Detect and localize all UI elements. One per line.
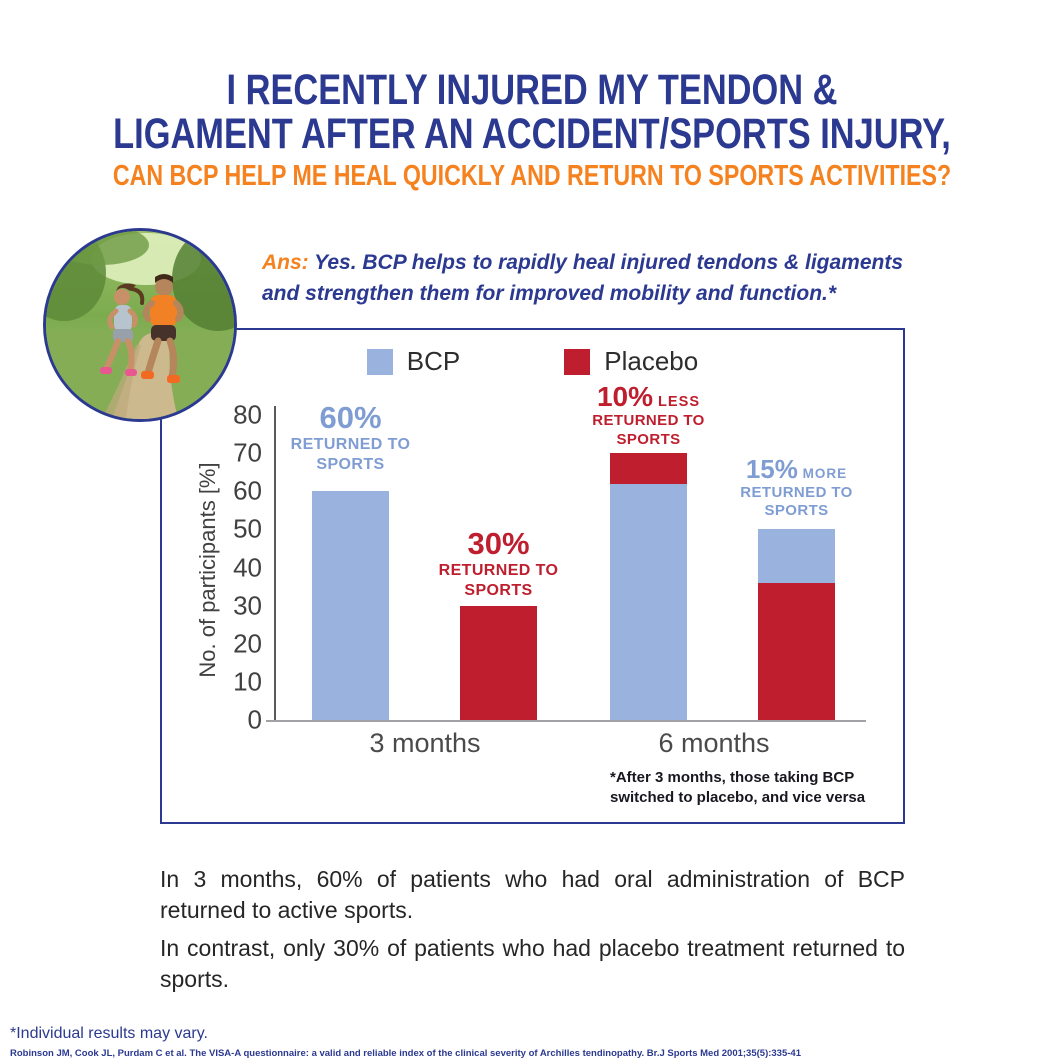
bar-segment-placebo [460, 605, 537, 720]
annotation-percentage: 15% MORE [745, 454, 848, 484]
y-axis-tick-label: 30 [233, 590, 262, 621]
legend-item-bcp: BCP [366, 346, 461, 377]
citation-text: Robinson JM, Cook JL, Purdam C et al. Th… [10, 1048, 801, 1059]
bar-segment-placebo [758, 582, 835, 720]
legend-swatch-placebo [564, 348, 591, 375]
jogging-couple-photo [43, 228, 237, 422]
chart-box: BCP Placebo No. of participants [%] 3 mo… [160, 328, 905, 824]
bar-segment-bcp [312, 491, 389, 720]
y-axis-tick-label: 70 [233, 437, 262, 468]
annotation-line: RETURNED TO [290, 435, 411, 453]
annotation-line: SPORTS [764, 502, 829, 520]
x-axis-label-6-months: 6 months [658, 728, 770, 758]
chart-footnote: *After 3 months, those taking BCP switch… [610, 769, 866, 806]
answer-line-2: and strengthen them for improved mobilit… [262, 282, 837, 305]
y-axis-tick-label: 60 [233, 475, 262, 506]
y-axis-tick-label: 50 [233, 513, 262, 544]
body-paragraph-2: In contrast, only 30% of patients who ha… [160, 935, 905, 992]
annotation-line: RETURNED TO [592, 411, 705, 429]
bar-segment-placebo [610, 453, 687, 484]
annotation-percentage: 10% LESS [596, 381, 701, 412]
chart-legend: BCP Placebo [162, 346, 903, 377]
answer-line-1: Yes. BCP helps to rapidly heal injured t… [314, 251, 904, 274]
bar-annotation: 30% RETURNED TO SPORTS [384, 526, 614, 601]
y-axis-tick-label: 0 [247, 704, 262, 735]
y-axis-line [274, 406, 276, 721]
disclaimer-text: *Individual results may vary. [10, 1025, 208, 1042]
title-line-2: LIGAMENT AFTER AN ACCIDENT/SPORTS INJURY… [113, 110, 951, 158]
answer-text: Ans: Yes. BCP helps to rapidly heal inju… [262, 247, 922, 309]
answer-prefix: Ans: [262, 251, 309, 274]
title-line-1: I RECENTLY INJURED MY TENDON & [226, 66, 838, 114]
y-axis-tick-label: 40 [233, 552, 262, 582]
x-axis-line [266, 720, 866, 722]
bar-annotation: 10% LESS RETURNED TO SPORTS [534, 382, 764, 449]
annotation-line: SPORTS [616, 430, 681, 448]
annotation-line: RETURNED TO [438, 561, 559, 579]
annotation-percentage: 30% [467, 526, 530, 561]
legend-label-bcp: BCP [406, 346, 461, 376]
x-axis-label-3-months: 3 months [369, 728, 481, 758]
annotation-qualifier: MORE [797, 466, 848, 481]
annotation-percentage: 60% [319, 400, 382, 435]
annotation-line: SPORTS [464, 582, 533, 600]
legend-item-placebo: Placebo [564, 346, 698, 377]
annotation-line: RETURNED TO [740, 483, 853, 501]
y-axis-tick-label: 80 [233, 399, 262, 430]
legend-swatch-bcp [366, 348, 393, 375]
annotation-qualifier: LESS [653, 394, 701, 410]
bar-segment-bcp [758, 529, 835, 583]
body-paragraph-1: In 3 months, 60% of patients who had ora… [160, 866, 905, 923]
y-axis-tick-label: 20 [233, 628, 262, 659]
annotation-line: SPORTS [316, 456, 385, 474]
bar-annotation: 60% RETURNED TO SPORTS [236, 400, 466, 475]
woman-runner [100, 283, 145, 376]
bar-annotation: 15% MORE RETURNED TO SPORTS [682, 454, 912, 521]
y-axis-tick-label: 10 [233, 666, 262, 697]
title-subtitle: CAN BCP HELP ME HEAL QUICKLY AND RETURN … [112, 160, 952, 192]
legend-label-placebo: Placebo [604, 346, 699, 376]
bar-segment-bcp [610, 483, 687, 720]
jogging-couple-illustration [46, 231, 234, 419]
man-runner [141, 274, 184, 383]
